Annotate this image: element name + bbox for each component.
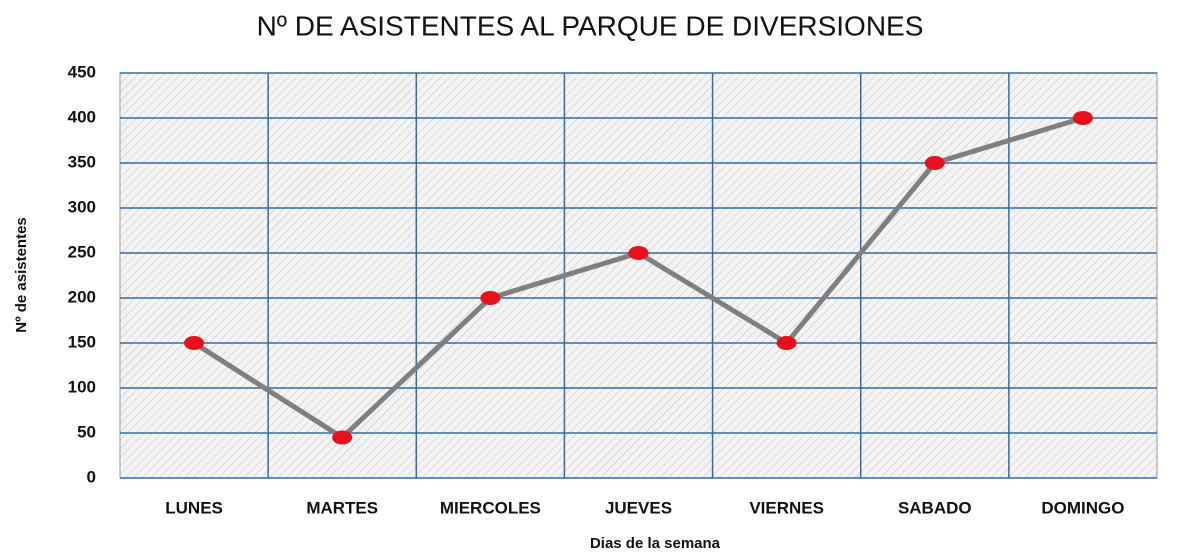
y-tick-label: 350 — [68, 152, 96, 171]
x-tick-label: MARTES — [306, 498, 378, 517]
y-axis-label: Nº de asistentes — [13, 217, 30, 333]
marker — [1072, 111, 1093, 125]
marker — [480, 291, 501, 305]
y-tick-label: 400 — [68, 107, 96, 126]
x-axis-label: Dias de la semana — [590, 535, 721, 552]
x-tick-label: VIERNES — [749, 498, 824, 517]
y-tick-label: 0 — [87, 467, 96, 486]
y-tick-label: 150 — [68, 332, 96, 351]
y-tick-label: 200 — [68, 287, 96, 306]
x-tick-label: MIERCOLES — [440, 498, 541, 517]
marker — [776, 336, 797, 350]
y-tick-label: 50 — [77, 422, 96, 441]
marker — [332, 430, 353, 445]
x-tick-label: SABADO — [898, 498, 972, 517]
y-tick-label: 250 — [68, 242, 96, 261]
chart-title: Nº DE ASISTENTES AL PARQUE DE DIVERSIONE… — [257, 10, 924, 41]
plot-area — [119, 72, 1158, 479]
y-tick-label: 300 — [68, 197, 96, 216]
marker — [628, 246, 649, 260]
marker — [184, 336, 205, 350]
y-tick-label: 100 — [68, 377, 96, 396]
x-tick-label: JUEVES — [605, 498, 672, 517]
x-tick-label: LUNES — [165, 498, 223, 517]
y-tick-label: 450 — [68, 62, 96, 81]
x-tick-label: DOMINGO — [1041, 498, 1124, 517]
marker — [924, 156, 945, 170]
